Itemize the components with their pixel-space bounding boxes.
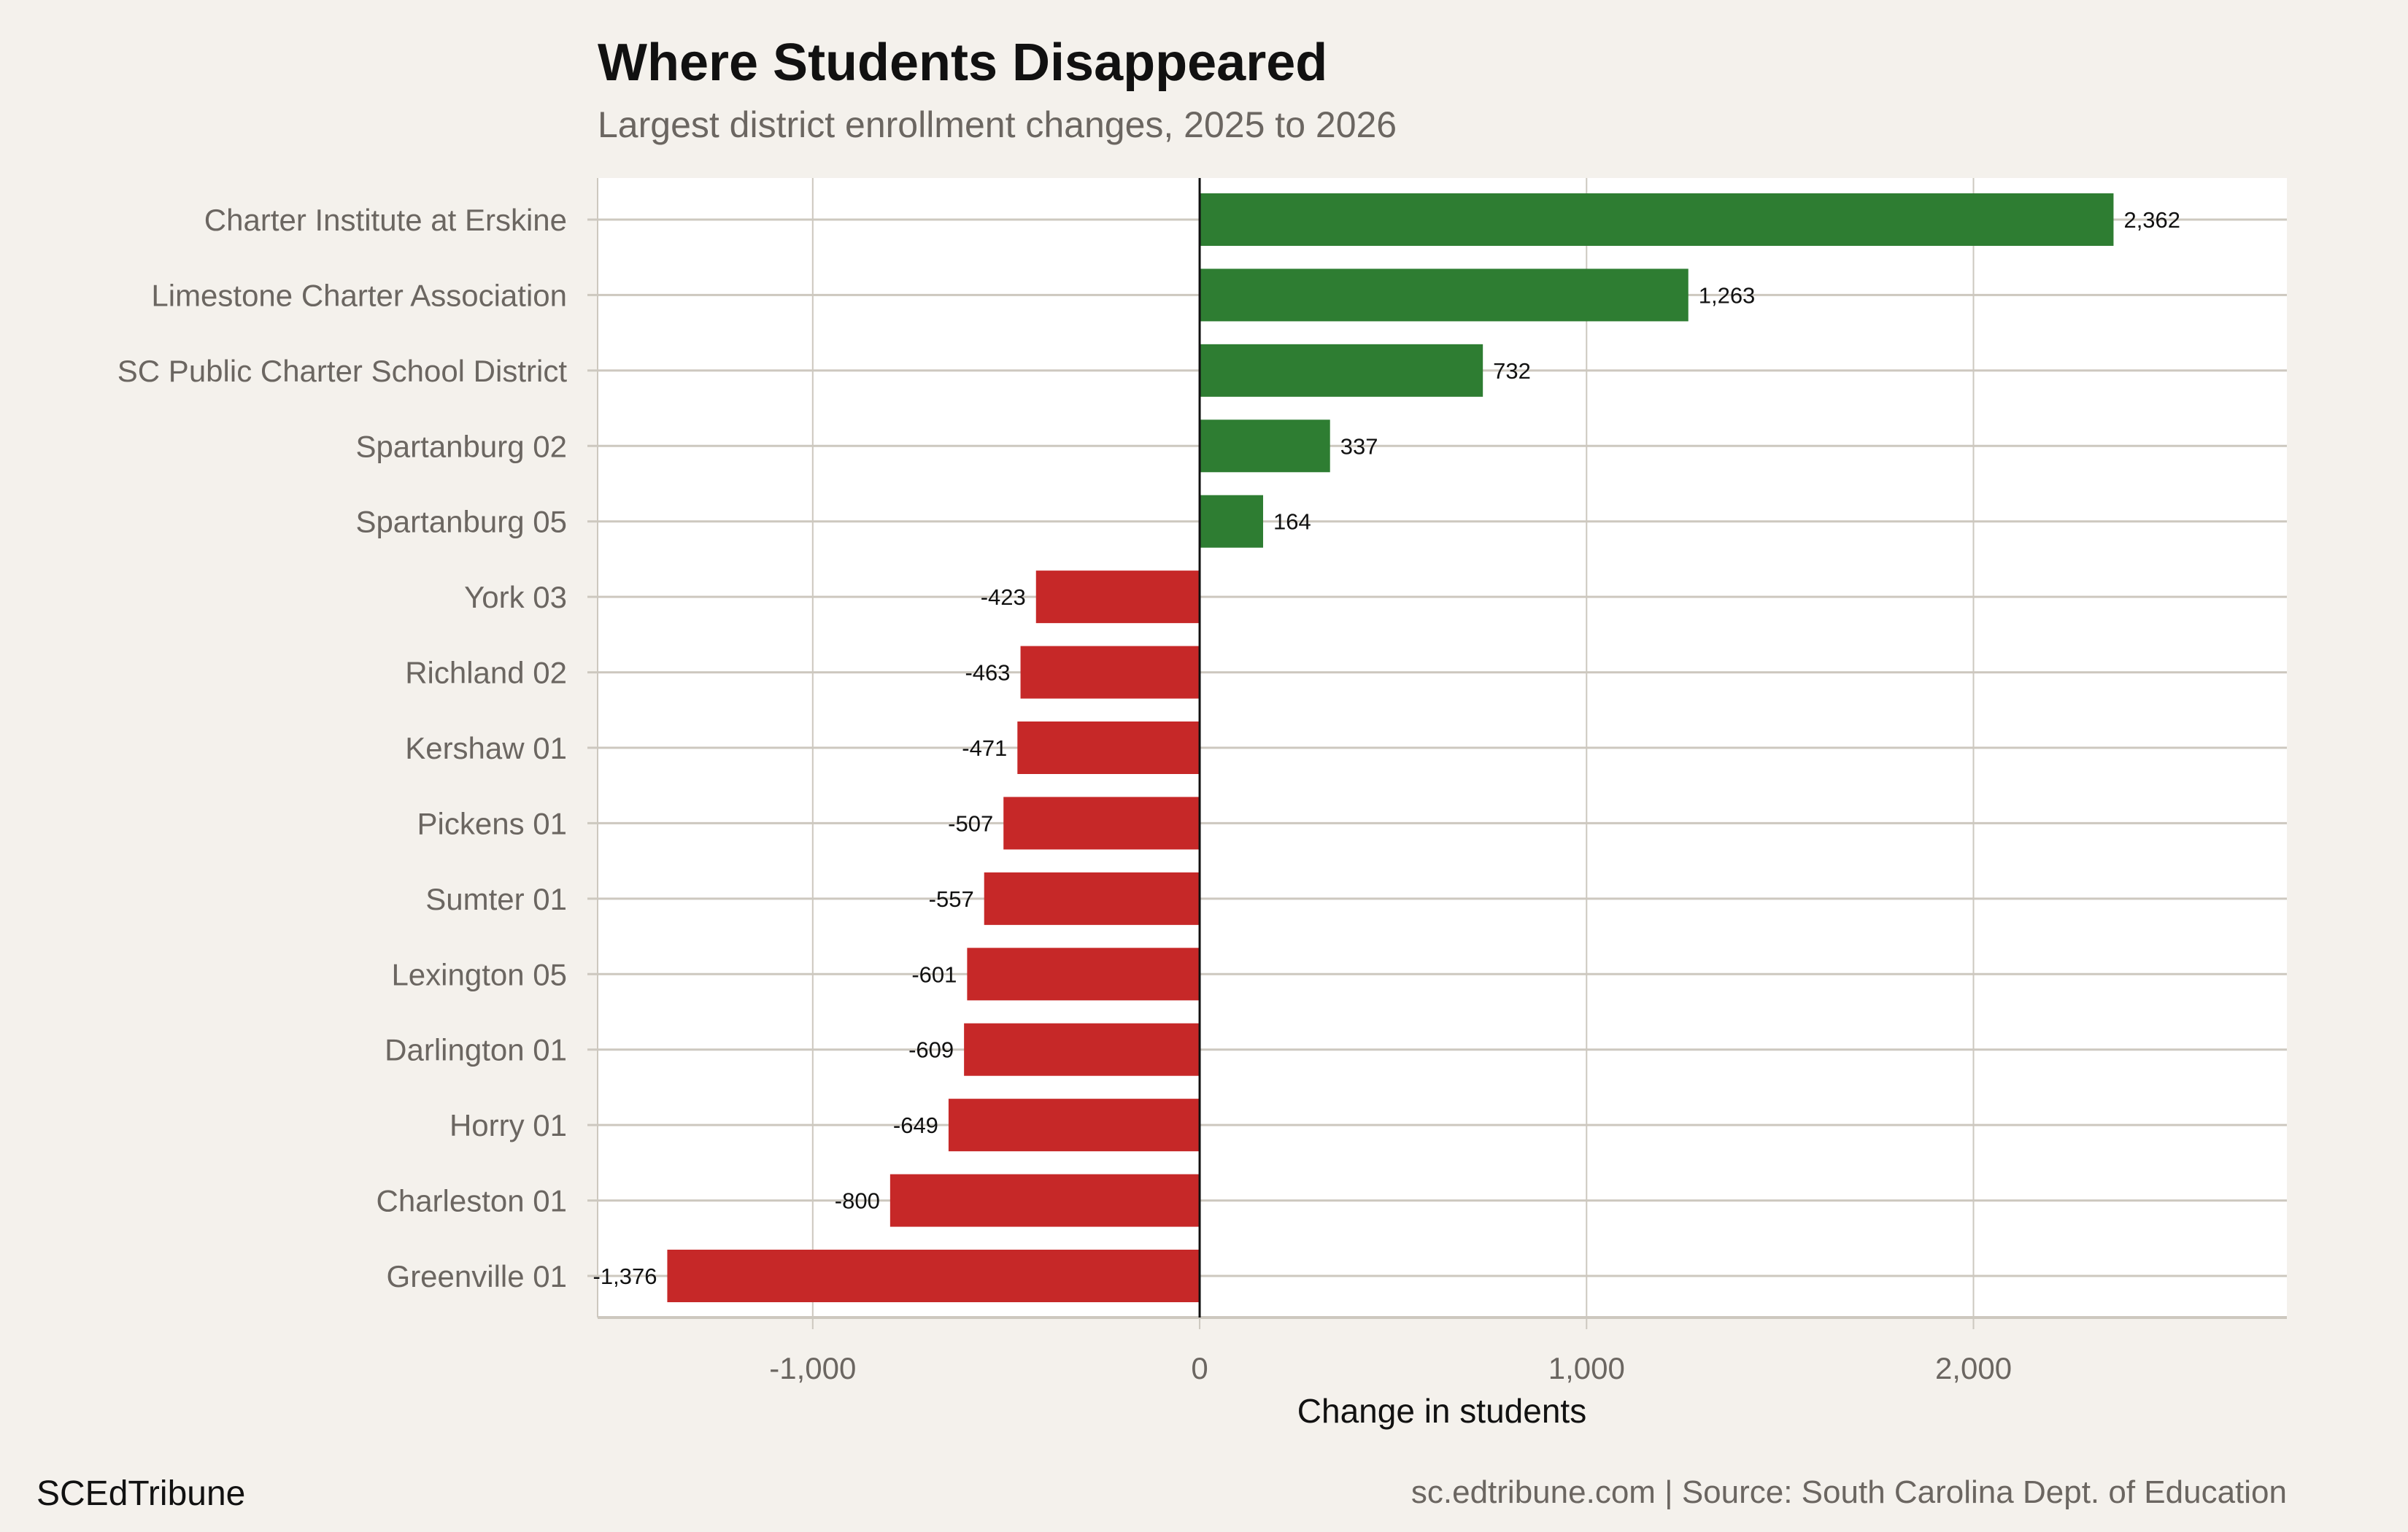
category-label: Limestone Charter Association	[151, 278, 567, 312]
category-label: Kershaw 01	[405, 731, 567, 765]
chart-subtitle: Largest district enrollment changes, 202…	[598, 104, 1397, 145]
bar	[1003, 797, 1200, 850]
bar	[984, 872, 1200, 925]
source-note: sc.edtribune.com | Source: South Carolin…	[1411, 1474, 2287, 1510]
x-axis-title: Change in students	[1297, 1392, 1586, 1430]
category-label: Spartanburg 02	[355, 429, 567, 463]
category-label: Spartanburg 05	[355, 505, 567, 539]
chart-title: Where Students Disappeared	[598, 34, 1327, 92]
x-axis-ticks: -1,000 0 1,000 2,000	[769, 1351, 2012, 1385]
bar	[1200, 268, 1689, 322]
category-label: Charleston 01	[377, 1184, 568, 1218]
gridlines	[587, 178, 2287, 1329]
category-label: Horry 01	[449, 1108, 567, 1142]
bar	[1200, 419, 1330, 473]
bar	[1035, 570, 1200, 624]
brand-logo-text: SCEdTribune	[36, 1474, 245, 1513]
bar	[1020, 646, 1200, 699]
value-labels: 2,362 1,263 732 337 164 -423 -463 -471 -507 -557 -…	[593, 207, 2180, 1289]
bar	[890, 1174, 1200, 1227]
category-labels: Charter Institute at Erskine Limestone Ch…	[117, 203, 568, 1293]
value-label: -507	[948, 811, 993, 836]
category-label: Darlington 01	[385, 1033, 567, 1067]
value-label: -800	[835, 1188, 880, 1214]
value-label: -609	[908, 1037, 954, 1063]
value-label: 2,362	[2123, 207, 2180, 233]
value-label: -423	[981, 584, 1026, 610]
value-label: -471	[962, 735, 1007, 761]
category-label: Lexington 05	[391, 957, 567, 991]
category-label: York 03	[464, 580, 567, 614]
value-label: -463	[965, 660, 1010, 686]
value-label: -1,376	[593, 1264, 657, 1289]
x-tick-label: 2,000	[1935, 1351, 2012, 1385]
bar	[1017, 721, 1200, 774]
value-label: 164	[1273, 509, 1311, 535]
category-label: Greenville 01	[387, 1259, 567, 1293]
bar	[1200, 495, 1264, 548]
x-tick-label: 1,000	[1548, 1351, 1625, 1385]
x-tick-label: -1,000	[769, 1351, 856, 1385]
bars	[667, 178, 2114, 1318]
value-label: 732	[1493, 358, 1531, 384]
value-label: 337	[1340, 433, 1378, 459]
category-label: Pickens 01	[417, 806, 567, 840]
value-label: -649	[893, 1113, 938, 1138]
category-label: Charter Institute at Erskine	[204, 203, 567, 237]
bar	[1200, 193, 2114, 246]
bar	[967, 948, 1200, 1001]
bar	[667, 1250, 1200, 1302]
bar	[1200, 344, 1483, 397]
value-label: 1,263	[1699, 282, 1756, 308]
bar	[948, 1099, 1200, 1152]
value-label: -557	[929, 886, 974, 912]
category-label: Sumter 01	[425, 882, 567, 916]
bar	[964, 1023, 1200, 1076]
x-tick-label: 0	[1191, 1351, 1208, 1385]
value-label: -601	[911, 962, 957, 987]
category-label: SC Public Charter School District	[117, 354, 568, 388]
category-label: Richland 02	[405, 656, 567, 690]
